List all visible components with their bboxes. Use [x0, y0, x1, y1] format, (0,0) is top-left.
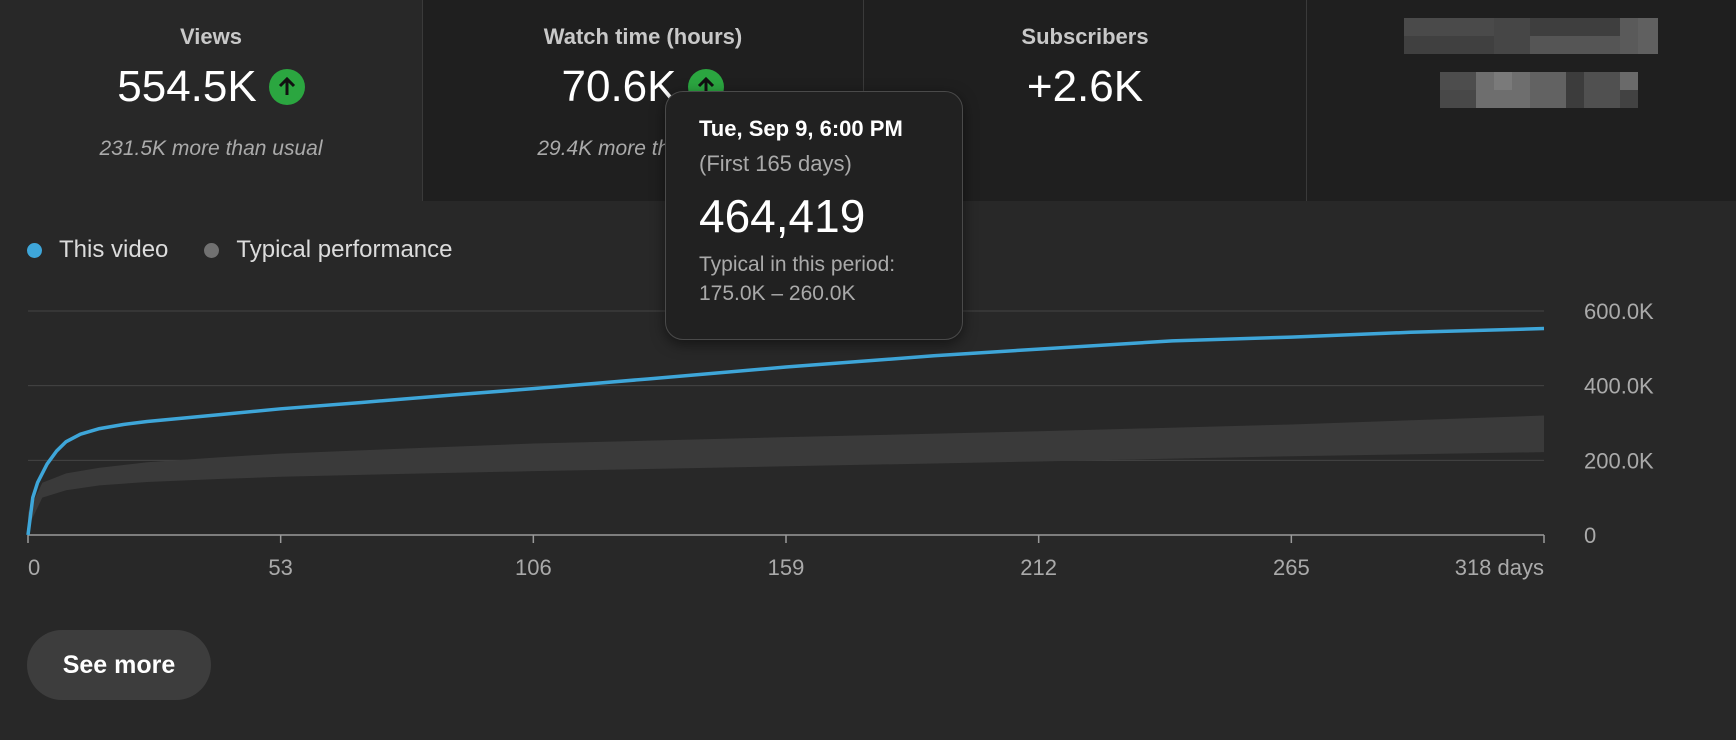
typical-performance-band	[28, 415, 1544, 528]
x-tick-label: 265	[1273, 555, 1310, 580]
chart-tooltip: Tue, Sep 9, 6:00 PM (First 165 days) 464…	[665, 91, 963, 340]
y-tick-label: 200.0K	[1584, 448, 1654, 473]
legend-this-video[interactable]: This video	[27, 236, 168, 264]
legend-typical[interactable]: Typical performance	[204, 236, 452, 264]
subscribers-value: +2.6K	[1026, 62, 1144, 111]
legend-typical-label: Typical performance	[236, 236, 453, 263]
views-value-row: 554.5K	[0, 62, 422, 112]
see-more-button[interactable]: See more	[27, 630, 211, 700]
views-card[interactable]: Views 554.5K 231.5K more than usual	[0, 0, 422, 201]
y-tick-label: 600.0K	[1584, 299, 1654, 324]
y-tick-label: 0	[1584, 523, 1596, 548]
pixelated-redaction	[1404, 18, 1658, 108]
views-sub: 231.5K more than usual	[99, 137, 323, 160]
watch-time-label: Watch time (hours)	[543, 24, 743, 49]
tooltip-date: Tue, Sep 9, 6:00 PM	[699, 116, 903, 141]
watch-time-value: 70.6K	[561, 62, 677, 111]
x-tick-label: 0	[28, 555, 40, 580]
views-label: Views	[180, 24, 242, 49]
chart-legend: This video Typical performance	[27, 236, 488, 264]
x-tick-label: 212	[1020, 555, 1057, 580]
x-tick-label: 159	[768, 555, 805, 580]
y-tick-label: 400.0K	[1584, 374, 1654, 399]
legend-this-video-label: This video	[59, 236, 169, 263]
x-tick-label: 318 days	[1455, 555, 1544, 580]
tooltip-typical-label: Typical in this period:	[699, 253, 896, 276]
tooltip-typical-range: 175.0K – 260.0K	[699, 282, 856, 305]
gray-dot-icon	[204, 242, 220, 258]
this-video-line	[26, 326, 1545, 536]
redacted-card[interactable]	[1306, 0, 1736, 201]
views-value: 554.5K	[117, 62, 257, 111]
x-tick-label: 106	[515, 555, 552, 580]
arrow-up-icon	[268, 69, 305, 105]
subscribers-value-row: +2.6K	[864, 62, 1306, 112]
tooltip-range: (First 165 days)	[699, 151, 852, 176]
subscribers-label: Subscribers	[1021, 24, 1149, 49]
tooltip-value: 464,419	[699, 190, 866, 242]
blue-dot-icon	[27, 242, 42, 258]
watch-time-value-row: 70.6K	[423, 62, 863, 112]
x-tick-label: 53	[268, 555, 292, 580]
